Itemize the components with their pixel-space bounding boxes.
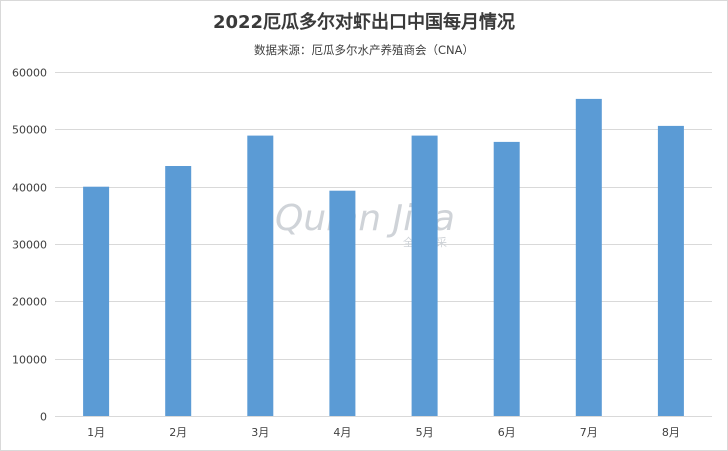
x-tick-label: 1月 xyxy=(87,426,105,439)
bars xyxy=(83,98,684,417)
x-tick-label: 4月 xyxy=(333,426,351,439)
bar xyxy=(165,166,192,416)
bar xyxy=(247,135,274,416)
bar xyxy=(657,125,684,417)
y-tick-label: 60000 xyxy=(12,67,47,80)
x-tick-label: 5月 xyxy=(416,426,434,439)
bar xyxy=(83,186,110,416)
y-tick-label: 50000 xyxy=(12,124,47,137)
gridlines xyxy=(55,72,712,417)
y-axis-ticks: 0 10000 20000 30000 40000 50000 60000 xyxy=(12,67,47,424)
x-axis-ticks: 1月 2月 3月 4月 5月 6月 7月 8月 xyxy=(87,426,680,439)
bar xyxy=(329,190,356,416)
x-tick-label: 7月 xyxy=(580,426,598,439)
chart-subtitle: 数据来源：厄瓜多尔水产养殖商会（CNA） xyxy=(254,43,474,57)
y-tick-label: 30000 xyxy=(12,239,47,252)
chart-title: 2022厄瓜多尔对虾出口中国每月情况 xyxy=(212,12,516,33)
y-tick-label: 0 xyxy=(40,411,47,424)
bar xyxy=(411,135,438,416)
y-tick-label: 10000 xyxy=(12,354,47,367)
y-tick-label: 40000 xyxy=(12,182,47,195)
x-tick-label: 8月 xyxy=(662,426,680,439)
x-tick-label: 2月 xyxy=(169,426,187,439)
bar xyxy=(493,141,520,416)
x-tick-label: 6月 xyxy=(498,426,516,439)
x-tick-label: 3月 xyxy=(251,426,269,439)
bar xyxy=(575,98,602,417)
y-tick-label: 20000 xyxy=(12,296,47,309)
